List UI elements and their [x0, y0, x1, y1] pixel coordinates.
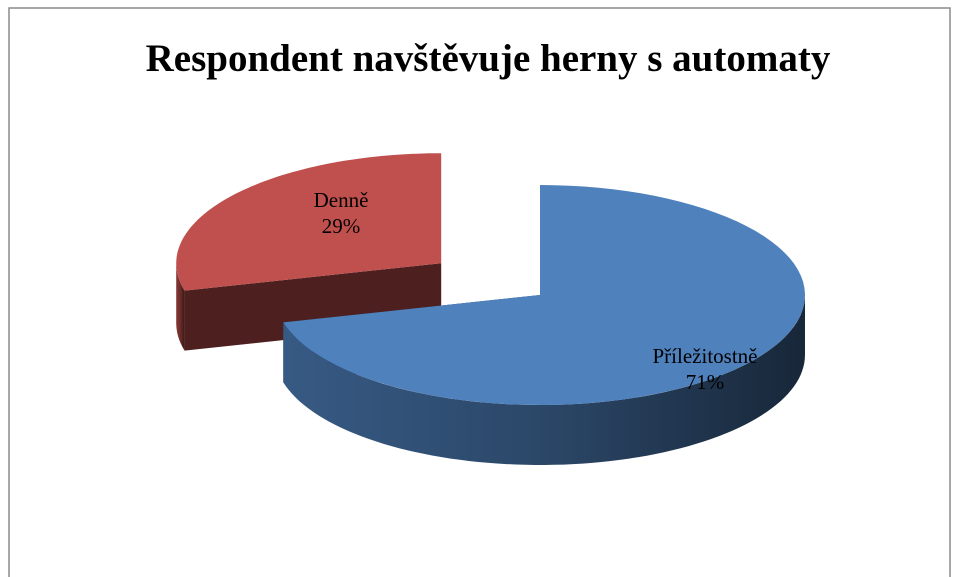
pie-slice	[176, 153, 442, 291]
pie-slice	[283, 185, 805, 405]
slice-value-label: 71%	[686, 370, 725, 394]
chart-frame	[8, 7, 951, 577]
slice-label: Příležitostně	[653, 344, 758, 368]
slice-value-label: 29%	[322, 214, 361, 238]
slice-label: Denně	[314, 188, 369, 212]
slice-wall	[176, 263, 185, 351]
slice-wall	[283, 295, 805, 465]
chart-title: Respondent navštěvuje herny s automaty	[146, 37, 831, 80]
